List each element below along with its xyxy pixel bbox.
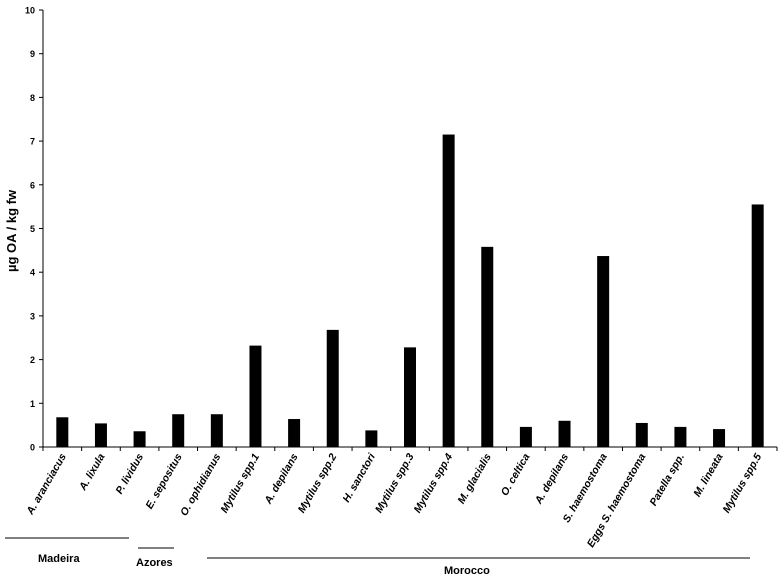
bar — [326, 329, 339, 447]
category-label: H. sanctori — [340, 451, 378, 505]
bar — [597, 256, 610, 447]
bar — [94, 423, 107, 447]
y-tick-label: 9 — [30, 49, 35, 59]
category-label: A. depilans — [262, 451, 301, 507]
bar — [365, 430, 378, 447]
y-tick-label: 6 — [30, 180, 35, 190]
category-label: Mytilus spp.4 — [412, 451, 456, 515]
category-label: M. glacialis — [455, 451, 493, 506]
bar — [442, 134, 455, 448]
category-label: M. lineata — [691, 451, 725, 499]
group-label: Azores — [136, 557, 173, 569]
category-label: A. depilans — [532, 451, 571, 507]
category-label: Mytilus spp.2 — [296, 451, 340, 515]
category-label: Mytilus spp.3 — [373, 451, 417, 515]
category-label: A. lixula — [77, 451, 108, 493]
bar — [172, 414, 185, 447]
category-label: Mytilus spp.1 — [218, 451, 262, 515]
y-tick-label: 0 — [30, 443, 35, 453]
bar — [674, 426, 687, 447]
y-tick-label: 2 — [30, 355, 35, 365]
group-label: Morocco — [444, 565, 490, 577]
category-label: A. aranciacus — [24, 451, 69, 517]
bar — [713, 429, 726, 447]
category-label: P. lividus — [113, 451, 146, 496]
bar — [519, 426, 532, 447]
y-tick-label: 10 — [25, 6, 35, 16]
y-tick-label: 8 — [30, 93, 35, 103]
bar — [481, 246, 494, 447]
category-label: Patella spp. — [647, 451, 687, 508]
bar — [751, 204, 764, 447]
bar — [288, 419, 301, 447]
bar — [249, 345, 262, 447]
bar — [133, 431, 146, 447]
y-tick-label: 4 — [30, 268, 35, 278]
bar — [210, 414, 223, 447]
y-tick-label: 5 — [30, 224, 35, 234]
bar — [635, 422, 648, 447]
bar — [404, 347, 416, 447]
bar — [56, 417, 69, 447]
y-tick-label: 1 — [30, 399, 35, 409]
category-label: O. celtica — [499, 451, 533, 498]
category-label: Mytilus spp.5 — [721, 451, 765, 515]
category-label: O. ophidianus — [178, 451, 223, 518]
y-tick-label: 3 — [30, 311, 35, 321]
y-axis-label: µg OA / kg fw — [4, 189, 19, 272]
bar — [558, 420, 571, 447]
category-label: E. sepositus — [143, 451, 184, 511]
group-label: Madeira — [38, 553, 80, 565]
y-tick-label: 7 — [30, 137, 35, 147]
